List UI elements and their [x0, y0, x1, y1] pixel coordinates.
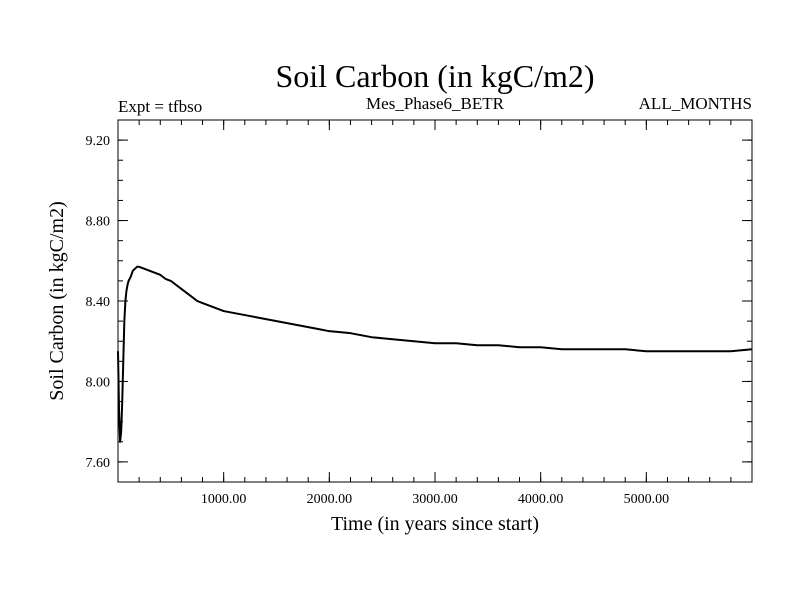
- plot-area: [117, 265, 753, 443]
- x-tick-label: 2000.00: [307, 492, 353, 507]
- axis-ticks: [118, 120, 752, 482]
- y-tick-label: 7.60: [86, 456, 111, 471]
- tick-labels: 1000.00 2000.00 3000.00 4000.00 5000.00 7.60 8…: [86, 134, 670, 507]
- x-tick-label: 3000.00: [412, 492, 458, 507]
- subtitle-right: ALL_MONTHS: [639, 94, 752, 113]
- x-tick-label: 5000.00: [624, 492, 670, 507]
- y-axis-title: Soil Carbon (in kgC/m2): [46, 201, 68, 400]
- chart-title: Soil Carbon (in kgC/m2): [275, 58, 594, 94]
- x-axis-title: Time (in years since start): [331, 513, 539, 535]
- y-tick-label: 9.20: [86, 134, 111, 149]
- x-tick-label: 1000.00: [201, 492, 247, 507]
- y-tick-label: 8.80: [86, 215, 111, 230]
- plot-frame: [117, 119, 753, 483]
- subtitle-left: Expt = tfbso: [118, 97, 202, 116]
- series-line: [117, 265, 753, 443]
- x-tick-label: 4000.00: [518, 492, 564, 507]
- subtitle-center: Mes_Phase6_BETR: [366, 94, 505, 113]
- y-tick-label: 8.00: [86, 375, 111, 390]
- y-tick-label: 8.40: [86, 295, 111, 310]
